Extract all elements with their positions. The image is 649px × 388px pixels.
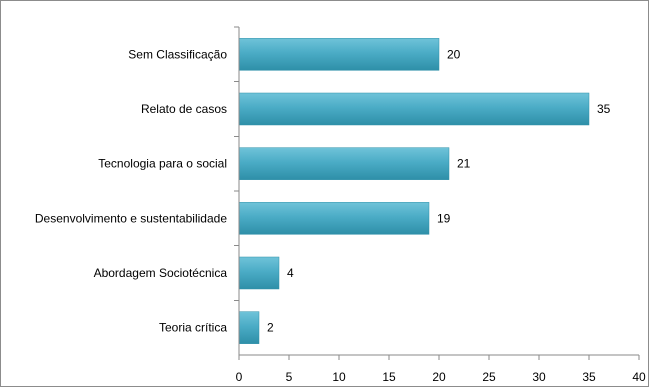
data-labels-group: 20 35 21 19 4 2 <box>267 47 611 334</box>
bar <box>238 147 450 180</box>
bar <box>238 92 590 126</box>
data-label: 20 <box>447 47 461 61</box>
category-label: Desenvolvimento e sustentabilidade <box>35 211 227 225</box>
bars-group <box>238 38 590 344</box>
x-tick-label: 20 <box>432 370 446 384</box>
category-label: Relato de casos <box>141 102 227 116</box>
data-label: 35 <box>597 102 611 116</box>
x-tick-label: 10 <box>332 370 346 384</box>
data-label: 4 <box>287 266 294 280</box>
x-tick-label: 40 <box>632 370 646 384</box>
data-label: 2 <box>267 321 274 335</box>
category-label: Abordagem Sociotécnica <box>94 266 228 280</box>
x-tick-label: 25 <box>482 370 496 384</box>
bar <box>238 38 440 71</box>
x-tick-label: 15 <box>382 370 396 384</box>
category-labels-group: Sem Classificação Relato de casos Tecnolog… <box>35 47 227 334</box>
category-label: Teoria crítica <box>159 321 227 335</box>
category-label: Tecnologia para o social <box>98 157 227 171</box>
x-tick-label: 5 <box>286 370 293 384</box>
bar <box>238 311 260 344</box>
x-tick-label: 0 <box>236 370 243 384</box>
bar <box>238 202 430 235</box>
data-label: 19 <box>437 211 451 225</box>
category-label: Sem Classificação <box>128 47 227 61</box>
x-tick-label: 35 <box>582 370 596 384</box>
bar <box>238 256 280 290</box>
x-axis: 0 5 10 15 20 25 30 35 40 <box>234 26 646 384</box>
data-label: 21 <box>457 157 471 171</box>
x-tick-label: 30 <box>532 370 546 384</box>
